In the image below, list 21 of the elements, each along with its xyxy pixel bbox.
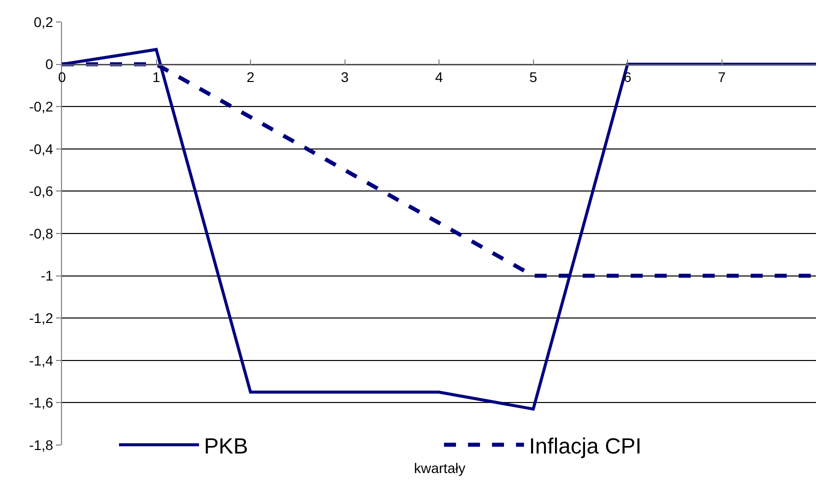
x-axis-title: kwartały: [414, 460, 466, 476]
y-tick-label: -0,6: [29, 183, 54, 200]
y-tick-label: 0: [45, 56, 54, 72]
y-tick-label: -1,8: [29, 436, 54, 453]
y-tick-label: -0,4: [29, 140, 54, 157]
y-tick-label: -1,4: [29, 352, 54, 368]
y-tick-label: -1: [40, 268, 54, 284]
x-tick-label: 4: [435, 69, 444, 86]
y-tick-label: -1,6: [29, 394, 54, 411]
legend-label: Inflacja CPI: [529, 433, 642, 458]
x-tick-label: 2: [246, 69, 255, 86]
y-tick-label: -0,8: [29, 225, 54, 242]
x-tick-label: 1: [152, 69, 160, 86]
y-tick-label: 0,2: [34, 14, 54, 30]
legend-label: PKB: [204, 433, 248, 458]
y-tick-label: -0,2: [29, 98, 54, 114]
x-tick-label: 5: [529, 69, 538, 86]
y-tick-label: -1,2: [29, 310, 54, 326]
x-tick-label: 0: [58, 69, 66, 86]
x-tick-label: 3: [340, 69, 349, 86]
x-tick-label: 7: [718, 69, 726, 86]
